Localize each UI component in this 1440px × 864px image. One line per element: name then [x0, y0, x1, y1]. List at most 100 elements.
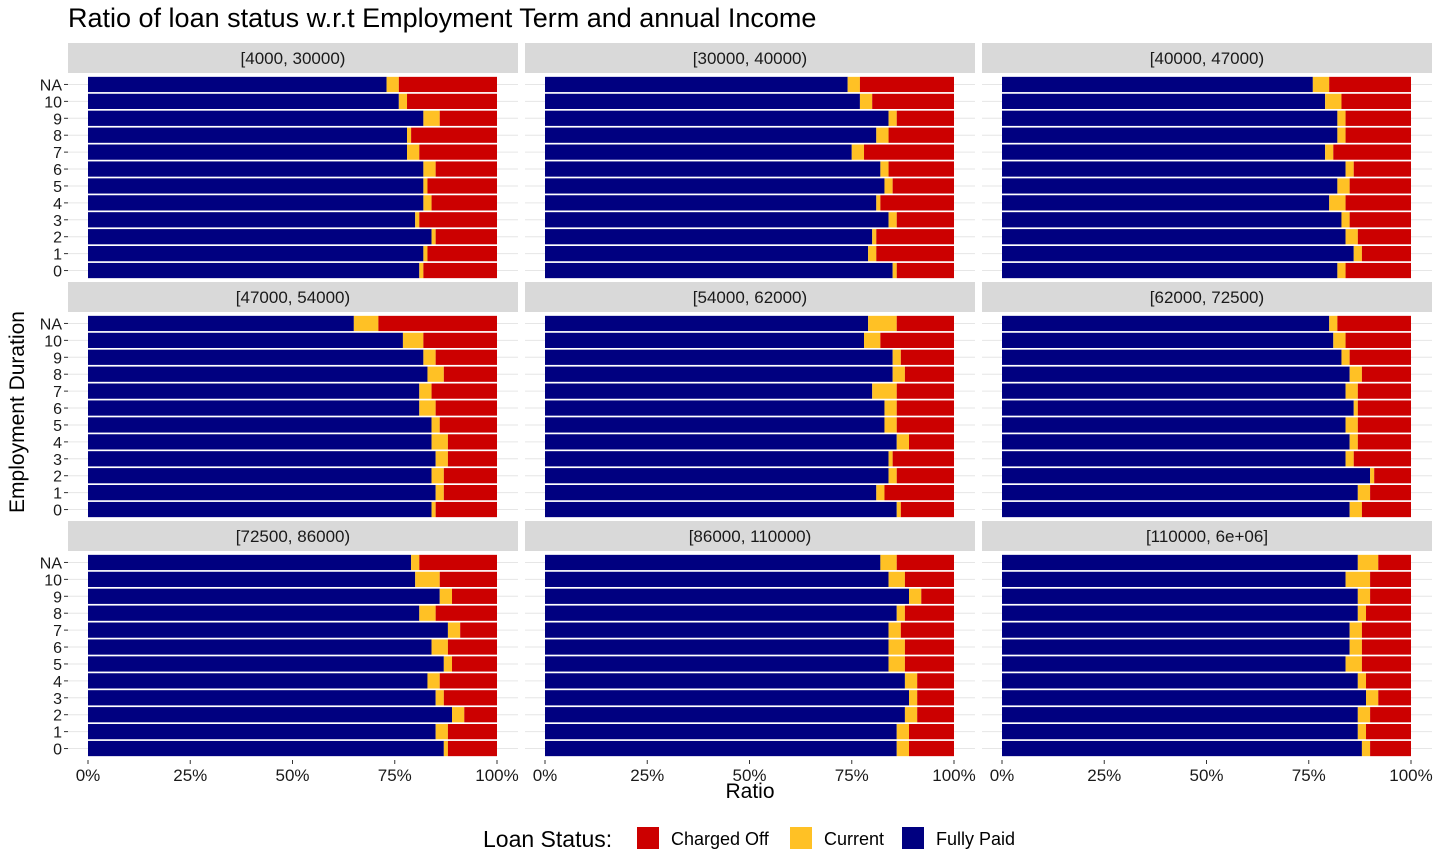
bar-current — [1312, 76, 1330, 93]
bar-current — [896, 605, 905, 621]
bar-charged-off — [1345, 262, 1411, 279]
x-tick-label: 100% — [475, 766, 518, 785]
bar-current — [431, 468, 444, 484]
bar-current — [435, 690, 444, 706]
facet-label: [86000, 110000) — [689, 527, 812, 546]
bar-current — [892, 349, 901, 365]
bar-fully-paid — [88, 554, 412, 571]
bar-current — [909, 588, 922, 604]
bar-current — [1349, 501, 1362, 518]
facet-strip — [982, 282, 1432, 312]
bar-charged-off — [1366, 605, 1411, 621]
bar-current — [864, 332, 881, 348]
bar-fully-paid — [545, 349, 893, 365]
bar-current — [909, 690, 918, 706]
bar-fully-paid — [1002, 349, 1342, 365]
y-tick-label: 4 — [53, 196, 62, 213]
bar-current — [407, 127, 412, 143]
facet-strip — [982, 43, 1432, 73]
facet-strip — [525, 282, 975, 312]
bar-charged-off — [1341, 93, 1411, 109]
bar-current — [431, 501, 436, 518]
bar-charged-off — [917, 690, 954, 706]
bar-charged-off — [419, 144, 497, 160]
bar-fully-paid — [1002, 195, 1330, 211]
bar-charged-off — [876, 229, 954, 245]
bar-fully-paid — [88, 673, 428, 689]
bar-current — [1357, 554, 1379, 571]
bar-current — [888, 639, 905, 655]
bar-charged-off — [1349, 349, 1411, 365]
bar-charged-off — [435, 501, 497, 518]
bar-fully-paid — [88, 571, 416, 587]
bar-fully-paid — [1002, 212, 1342, 228]
bar-fully-paid — [545, 110, 889, 126]
bar-current — [423, 349, 436, 365]
bar-charged-off — [917, 707, 954, 723]
bar-fully-paid — [1002, 127, 1338, 143]
bar-fully-paid — [1002, 724, 1358, 740]
bar-charged-off — [896, 417, 954, 433]
bar-current — [859, 93, 873, 109]
x-tick-label: 25% — [1087, 766, 1121, 785]
bar-fully-paid — [545, 144, 852, 160]
bar-fully-paid — [88, 400, 420, 416]
facet-panel: [40000, 47000) — [982, 43, 1432, 279]
bar-charged-off — [896, 383, 954, 399]
bar-current — [1345, 571, 1371, 587]
bar-charged-off — [888, 127, 954, 143]
bar-fully-paid — [545, 332, 865, 348]
bar-charged-off — [904, 639, 954, 655]
bar-fully-paid — [545, 127, 877, 143]
bar-current — [423, 195, 432, 211]
bar-fully-paid — [1002, 315, 1330, 332]
bar-charged-off — [443, 468, 497, 484]
bar-charged-off — [1349, 178, 1411, 194]
x-tick-label: 50% — [1189, 766, 1223, 785]
bar-fully-paid — [545, 195, 877, 211]
y-tick-label: NA — [40, 555, 63, 572]
bar-charged-off — [423, 332, 497, 348]
bar-charged-off — [904, 366, 954, 382]
bar-charged-off — [1370, 571, 1411, 587]
bar-current — [443, 740, 448, 757]
bar-current — [398, 93, 408, 109]
bar-current — [896, 724, 910, 740]
legend-swatch — [902, 827, 924, 849]
x-tick-label: 75% — [378, 766, 412, 785]
bar-current — [419, 400, 436, 416]
bar-current — [431, 417, 440, 433]
bar-fully-paid — [545, 485, 877, 501]
bar-current — [904, 707, 918, 723]
facet-label: [40000, 47000) — [1150, 49, 1264, 68]
bar-charged-off — [447, 434, 497, 450]
bar-current — [884, 417, 897, 433]
bar-current — [1353, 246, 1362, 262]
bar-charged-off — [1361, 366, 1411, 382]
bar-current — [423, 246, 428, 262]
bar-fully-paid — [1002, 639, 1350, 655]
x-tick-label: 50% — [275, 766, 309, 785]
bar-charged-off — [443, 485, 497, 501]
bar-current — [888, 656, 905, 672]
bar-current — [1333, 332, 1346, 348]
bar-fully-paid — [88, 229, 432, 245]
y-tick-label: 5 — [53, 179, 62, 196]
y-tick-label: 8 — [53, 128, 62, 145]
bar-fully-paid — [545, 554, 881, 571]
bar-fully-paid — [1002, 434, 1350, 450]
bar-current — [872, 383, 897, 399]
bar-fully-paid — [1002, 707, 1358, 723]
bar-fully-paid — [88, 707, 453, 723]
y-axis-label: Employment Duration — [6, 311, 29, 513]
bar-charged-off — [900, 349, 954, 365]
bar-charged-off — [904, 571, 954, 587]
bar-charged-off — [1329, 76, 1411, 93]
bar-fully-paid — [88, 485, 436, 501]
bar-fully-paid — [545, 93, 860, 109]
bar-fully-paid — [545, 639, 889, 655]
bar-charged-off — [464, 707, 497, 723]
bar-fully-paid — [1002, 656, 1346, 672]
bar-current — [1370, 468, 1375, 484]
